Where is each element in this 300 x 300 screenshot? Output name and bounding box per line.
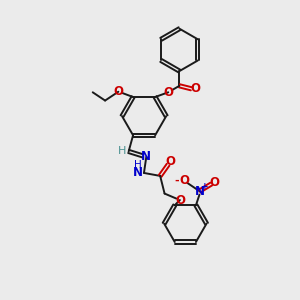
Text: H: H [118,146,126,157]
Text: O: O [163,86,173,99]
Text: O: O [209,176,219,189]
Text: N: N [141,150,151,163]
Text: +: + [201,182,208,191]
Text: O: O [166,155,176,168]
Text: O: O [179,174,189,187]
Text: N: N [133,167,142,179]
Text: O: O [113,85,123,98]
Text: O: O [175,194,185,206]
Text: O: O [190,82,201,95]
Text: H: H [134,160,141,170]
Text: N: N [194,184,205,198]
Text: -: - [175,176,179,186]
